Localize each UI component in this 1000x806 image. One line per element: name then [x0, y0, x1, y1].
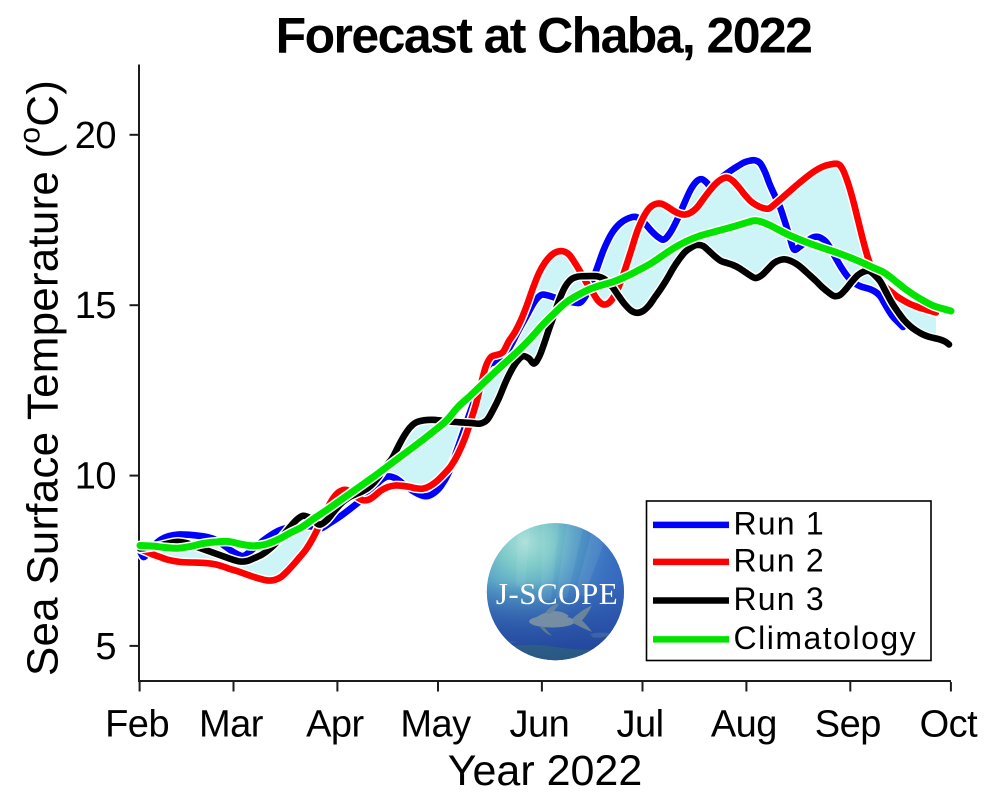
- svg-text:Run 2: Run 2: [734, 543, 825, 579]
- svg-text:Year 2022: Year 2022: [448, 747, 643, 795]
- svg-text:Forecast at Chaba, 2022: Forecast at Chaba, 2022: [276, 8, 812, 64]
- svg-text:10: 10: [75, 456, 116, 498]
- svg-text:Oct: Oct: [920, 704, 979, 746]
- svg-text:Feb: Feb: [105, 704, 169, 746]
- svg-text:Climatology: Climatology: [734, 620, 918, 656]
- svg-text:Run 1: Run 1: [734, 506, 825, 542]
- svg-text:May: May: [400, 704, 471, 746]
- svg-text:Run 3: Run 3: [734, 581, 825, 617]
- svg-text:Jun: Jun: [510, 704, 570, 746]
- svg-text:5: 5: [95, 626, 116, 668]
- svg-text:15: 15: [75, 285, 116, 327]
- svg-text:Apr: Apr: [306, 704, 364, 746]
- svg-text:20: 20: [75, 115, 116, 157]
- svg-text:Jul: Jul: [616, 704, 663, 746]
- svg-text:Sea Surface Temperature (oC): Sea Surface Temperature (oC): [14, 80, 68, 676]
- svg-text:J-SCOPE: J-SCOPE: [496, 576, 618, 611]
- svg-text:Aug: Aug: [711, 704, 777, 746]
- svg-text:Mar: Mar: [199, 704, 264, 746]
- svg-text:Sep: Sep: [815, 704, 881, 746]
